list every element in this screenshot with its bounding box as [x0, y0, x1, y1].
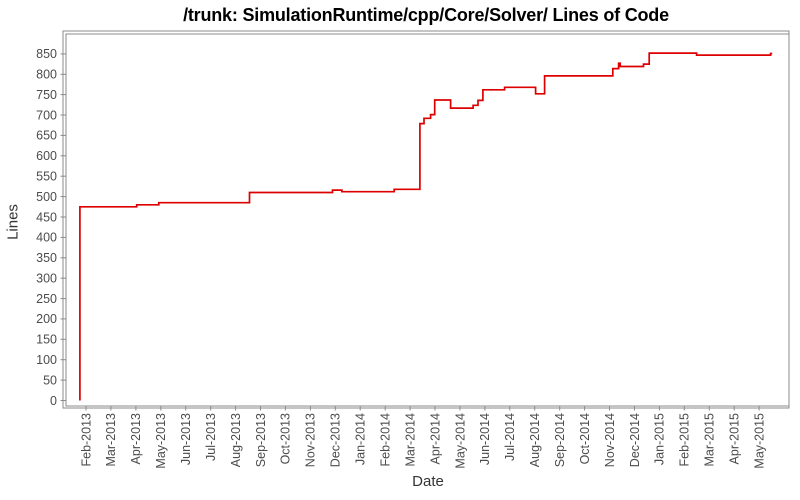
y-tick-label: 50	[43, 373, 57, 387]
x-tick-label: Mar-2015	[703, 413, 717, 467]
x-tick-label: Jan-2015	[653, 413, 667, 465]
y-axis-ticks: 0 50 100 150 200 250 300 350 400 450 500 550 600 650 7…	[36, 47, 66, 408]
x-tick-label: Aug-2014	[528, 413, 542, 467]
y-tick-label: 750	[36, 88, 57, 102]
x-tick-label: Feb-2013	[79, 413, 93, 467]
x-tick-label: Mar-2014	[403, 413, 417, 467]
plot-border-outer	[62, 30, 790, 409]
x-tick-label: May-2014	[453, 413, 467, 469]
x-tick-label: Oct-2014	[578, 413, 592, 464]
x-tick-label: Jul-2014	[503, 413, 517, 461]
x-tick-label: Feb-2014	[379, 413, 393, 467]
x-axis-title: Date	[412, 473, 444, 490]
x-tick-label: Aug-2013	[229, 413, 243, 467]
x-tick-label: Feb-2015	[678, 413, 692, 467]
plot-border-inner	[65, 33, 790, 407]
x-tick-label: Apr-2013	[129, 413, 143, 464]
y-tick-label: 350	[36, 251, 57, 265]
y-tick-label: 500	[36, 190, 57, 204]
y-tick-label: 850	[36, 47, 57, 61]
x-tick-label: Nov-2013	[304, 413, 318, 467]
x-tick-label: May-2013	[154, 413, 168, 469]
x-tick-label: Dec-2014	[628, 413, 642, 467]
loc-series-line	[79, 52, 773, 401]
y-tick-label: 600	[36, 149, 57, 163]
y-tick-label: 100	[36, 353, 57, 367]
y-tick-label: 450	[36, 210, 57, 224]
x-tick-label: May-2015	[752, 413, 766, 469]
y-tick-label: 300	[36, 272, 57, 286]
x-tick-label: Jun-2013	[179, 413, 193, 465]
y-tick-label: 150	[36, 333, 57, 347]
x-tick-label: Mar-2013	[104, 413, 118, 467]
x-tick-label: Nov-2014	[603, 413, 617, 467]
y-tick-label: 200	[36, 312, 57, 326]
x-tick-label: Dec-2013	[329, 413, 343, 467]
y-tick-label: 650	[36, 129, 57, 143]
chart-title: /trunk: SimulationRuntime/cpp/Core/Solve…	[183, 5, 669, 25]
y-tick-label: 0	[50, 394, 57, 408]
x-tick-label: Sep-2014	[553, 413, 567, 467]
x-tick-label: Oct-2013	[279, 413, 293, 464]
y-tick-label: 400	[36, 231, 57, 245]
x-axis-ticks: Feb-2013 Mar-2013 Apr-2013 May-2013 Jun-2013…	[79, 406, 766, 469]
x-tick-label: Jun-2014	[478, 413, 492, 465]
x-tick-label: Jul-2013	[204, 413, 218, 461]
x-tick-label: Apr-2015	[728, 413, 742, 464]
y-tick-label: 250	[36, 292, 57, 306]
y-tick-label: 800	[36, 68, 57, 82]
x-tick-label: Apr-2014	[428, 413, 442, 464]
y-tick-label: 700	[36, 108, 57, 122]
y-tick-label: 550	[36, 170, 57, 184]
x-tick-label: Sep-2013	[254, 413, 268, 467]
x-tick-label: Jan-2014	[354, 413, 368, 465]
